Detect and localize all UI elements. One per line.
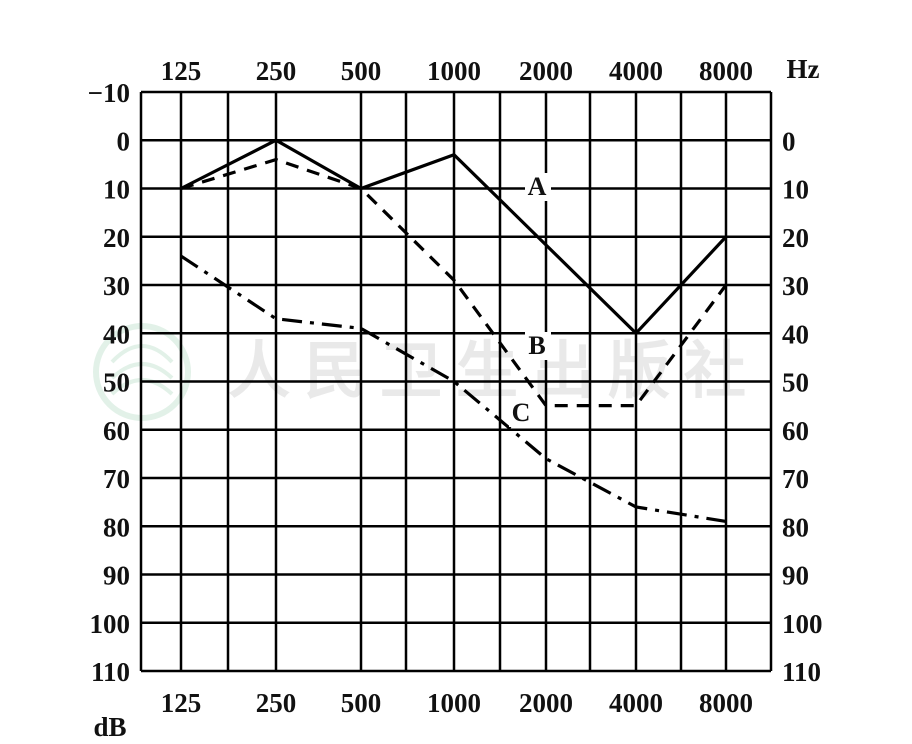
x-tick-top: 250	[256, 56, 297, 86]
series-label-c: C	[512, 398, 531, 427]
y-tick-right: 40	[782, 319, 809, 349]
y-tick-right: 60	[782, 416, 809, 446]
y-tick-right: 100	[782, 609, 823, 639]
y-tick-left: 10	[103, 175, 130, 205]
grid	[139, 90, 773, 673]
y-tick-left: 50	[103, 368, 130, 398]
x-tick-top: 500	[341, 56, 382, 86]
y-unit-label: dB	[93, 712, 126, 739]
x-tick-top: 2000	[519, 56, 573, 86]
series-line-b	[180, 157, 728, 408]
series-line-a	[180, 138, 728, 336]
y-tick-right: 20	[782, 223, 809, 253]
y-tick-right: 70	[782, 464, 809, 494]
series-label-a: A	[528, 172, 547, 201]
y-tick-right: 80	[782, 512, 809, 542]
y-tick-left: 0	[117, 126, 131, 156]
y-tick-left: 40	[103, 319, 130, 349]
y-tick-right: 10	[782, 175, 809, 205]
x-tick-bottom: 4000	[609, 688, 663, 718]
y-tick-left: 20	[103, 223, 130, 253]
watermark: 人民卫生出版社	[93, 323, 760, 421]
series-label-b: B	[528, 331, 545, 360]
y-tick-left: 30	[103, 271, 130, 301]
x-tick-top: 125	[161, 56, 202, 86]
y-tick-left: 70	[103, 464, 130, 494]
y-tick-left: −10	[88, 78, 130, 108]
y-tick-left: 110	[91, 657, 130, 687]
y-tick-right: 0	[782, 126, 796, 156]
x-tick-bottom: 125	[161, 688, 202, 718]
y-tick-right: 50	[782, 368, 809, 398]
x-tick-top: 1000	[427, 56, 481, 86]
y-tick-left: 80	[103, 512, 130, 542]
y-tick-right: 90	[782, 561, 809, 591]
y-tick-left: 60	[103, 416, 130, 446]
x-tick-bottom: 8000	[699, 688, 753, 718]
x-tick-bottom: 2000	[519, 688, 573, 718]
series-label-bg	[509, 399, 535, 427]
x-tick-top: 8000	[699, 56, 753, 86]
x-tick-bottom: 1000	[427, 688, 481, 718]
y-tick-left: 100	[90, 609, 131, 639]
series-line-c	[180, 254, 727, 524]
watermark-text: 人民卫生出版社	[228, 334, 760, 407]
x-tick-bottom: 250	[256, 688, 297, 718]
series-label-bg	[525, 332, 551, 360]
y-tick-right: 30	[782, 271, 809, 301]
series-lines	[180, 138, 728, 524]
x-tick-bottom: 500	[341, 688, 382, 718]
x-tick-top: 4000	[609, 56, 663, 86]
series-label-bg	[525, 173, 551, 201]
y-tick-right: 110	[782, 657, 821, 687]
y-tick-left: 90	[103, 561, 130, 591]
x-unit-label: Hz	[787, 54, 820, 84]
